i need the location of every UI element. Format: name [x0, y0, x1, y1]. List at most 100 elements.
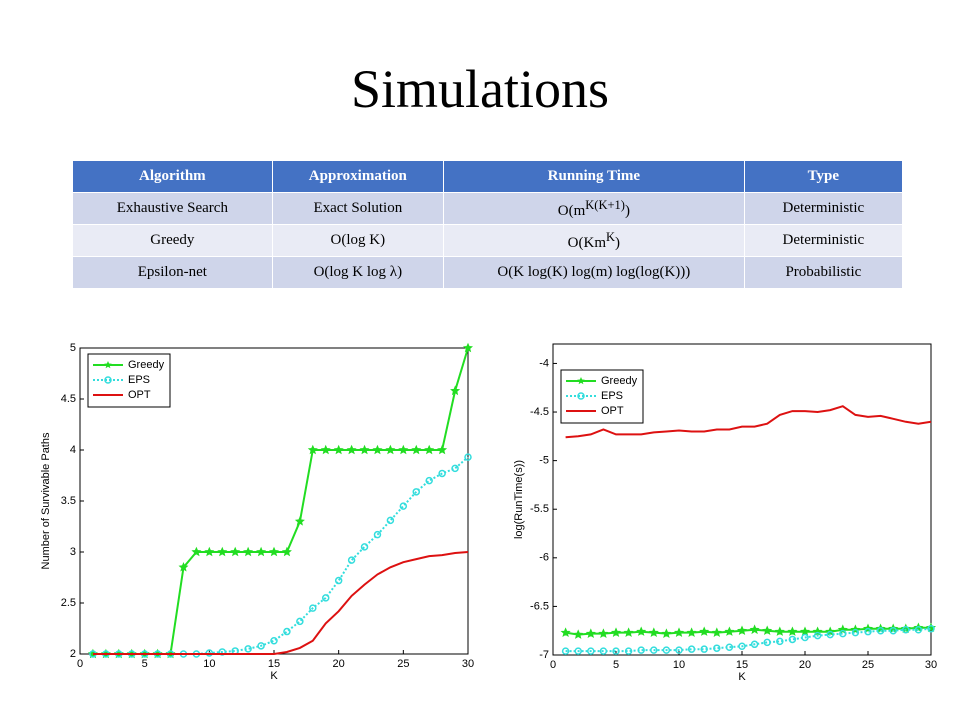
header-cell: Running Time [442, 160, 745, 193]
x-tick-label: 10 [673, 659, 685, 671]
data-point [386, 516, 395, 525]
slide-title: Simulations [350, 59, 610, 119]
data-point [801, 633, 809, 642]
table-cell: O(KmK) [442, 224, 745, 257]
data-point [737, 625, 747, 635]
legend-label: Greedy [128, 359, 165, 371]
data-point [813, 631, 822, 640]
legend-label: Greedy [601, 375, 638, 387]
legend-label: OPT [128, 389, 151, 401]
data-point [359, 444, 370, 455]
data-point [675, 646, 683, 654]
x-tick-label: 0 [77, 658, 83, 670]
data-point [686, 627, 697, 637]
y-tick-label: -5 [539, 455, 549, 467]
data-point [360, 543, 369, 551]
data-point [257, 642, 265, 650]
data-point [425, 476, 433, 485]
header-cell: Approximation [271, 160, 444, 193]
table-row: Exhaustive Search Exact Solution O(mK(K+1)… [72, 192, 904, 225]
data-point [839, 629, 847, 638]
data-point [243, 546, 254, 557]
data-point [623, 627, 634, 637]
data-point [333, 444, 344, 455]
table-cell: O(K log(K) log(m) log(log(K))) [442, 256, 745, 289]
table-cell: Exact Solution [271, 192, 444, 225]
header-row: Algorithm Approximation Running Time Type [72, 160, 904, 193]
legend-marker [577, 392, 585, 400]
legend-marker [104, 376, 112, 384]
data-point [927, 625, 935, 633]
data-point [412, 488, 421, 496]
data-point [283, 627, 291, 636]
y-tick-label: 4 [70, 444, 76, 456]
data-point [451, 464, 459, 473]
data-point [437, 444, 448, 455]
data-point [826, 630, 834, 639]
cell-text: ) [624, 202, 630, 219]
data-point [587, 647, 595, 655]
data-point [560, 627, 571, 637]
table-cell: O(log K) [271, 224, 444, 257]
table-row: Epsilon-net O(log K log λ) O(K log(K) log(… [72, 256, 904, 289]
data-point [637, 646, 645, 654]
data-point [191, 546, 202, 557]
x-tick-label: 15 [268, 658, 280, 670]
legend-label: EPS [128, 374, 150, 386]
x-tick-label: 20 [799, 659, 811, 671]
table-cell: Deterministic [743, 192, 904, 225]
y-tick-label: -6 [539, 552, 549, 564]
data-point [373, 530, 382, 539]
data-point [700, 645, 708, 653]
data-point [585, 628, 596, 638]
data-point [346, 444, 357, 455]
data-point [648, 627, 659, 637]
data-point [270, 636, 278, 645]
data-point [281, 546, 292, 557]
data-point [294, 516, 305, 526]
data-point [711, 627, 722, 637]
data-point [787, 626, 798, 636]
legend-label: OPT [601, 405, 624, 417]
data-point [799, 626, 811, 636]
data-point [738, 642, 746, 651]
x-axis-label: K [270, 670, 278, 682]
comparison-table: Algorithm Approximation Running Time Type Ex… [72, 160, 904, 289]
y-tick-label: -4.5 [530, 406, 549, 418]
data-point [398, 444, 409, 455]
legend-marker [104, 361, 112, 369]
y-tick-label: -4 [539, 357, 549, 369]
x-tick-label: 15 [736, 659, 748, 671]
data-point [230, 546, 241, 557]
data-point [851, 628, 860, 637]
data-point [914, 625, 923, 634]
table-cell: O(log K log λ) [271, 256, 444, 289]
header-cell: Algorithm [72, 160, 273, 193]
x-tick-label: 30 [462, 658, 474, 670]
data-point [636, 626, 647, 636]
data-point [399, 502, 408, 510]
x-tick-label: 10 [203, 658, 215, 670]
x-tick-label: 30 [925, 659, 937, 671]
x-tick-label: 5 [613, 659, 619, 671]
data-point [673, 627, 685, 637]
data-point [244, 645, 252, 653]
data-point [438, 469, 446, 478]
data-point [205, 649, 214, 657]
data-point [464, 453, 472, 461]
data-point [309, 604, 317, 612]
data-point [321, 594, 330, 602]
x-tick-label: 25 [862, 659, 874, 671]
data-point [687, 645, 696, 653]
table-cell: Epsilon-net [72, 256, 273, 289]
data-point [574, 647, 582, 655]
y-axis-label: Number of Survivable Paths [40, 432, 52, 569]
y-tick-label: 4.5 [61, 393, 76, 405]
data-point [385, 444, 396, 455]
data-point [178, 562, 189, 572]
data-point [450, 385, 461, 396]
data-point [307, 444, 318, 455]
data-point [424, 444, 435, 455]
data-point [650, 646, 658, 654]
